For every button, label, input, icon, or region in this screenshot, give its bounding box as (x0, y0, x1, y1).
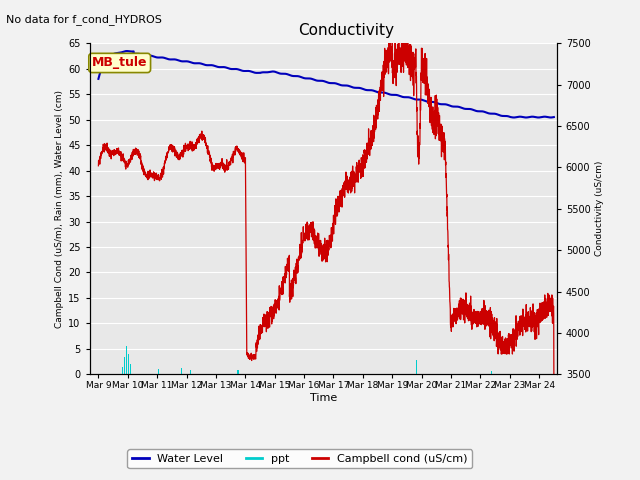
Bar (158, 369, 159, 374)
Bar (124, 357, 125, 374)
Text: No data for f_cond_HYDROS: No data for f_cond_HYDROS (6, 14, 163, 25)
Y-axis label: Conductivity (uS/cm): Conductivity (uS/cm) (595, 161, 604, 256)
Bar (416, 360, 417, 374)
Bar (122, 367, 123, 374)
Bar (189, 371, 191, 374)
Bar (237, 371, 239, 374)
Legend: Water Level, ppt, Campbell cond (uS/cm): Water Level, ppt, Campbell cond (uS/cm) (127, 449, 472, 468)
Bar (129, 364, 131, 374)
Bar (491, 372, 492, 374)
Y-axis label: Campbell Cond (uS/m), Rain (mm), Water Level (cm): Campbell Cond (uS/m), Rain (mm), Water L… (55, 90, 64, 328)
Bar (180, 368, 182, 374)
X-axis label: Time: Time (310, 393, 337, 403)
Bar (128, 354, 129, 374)
Bar (125, 347, 127, 374)
Text: MB_tule: MB_tule (92, 57, 147, 70)
Title: Conductivity: Conductivity (298, 23, 394, 38)
